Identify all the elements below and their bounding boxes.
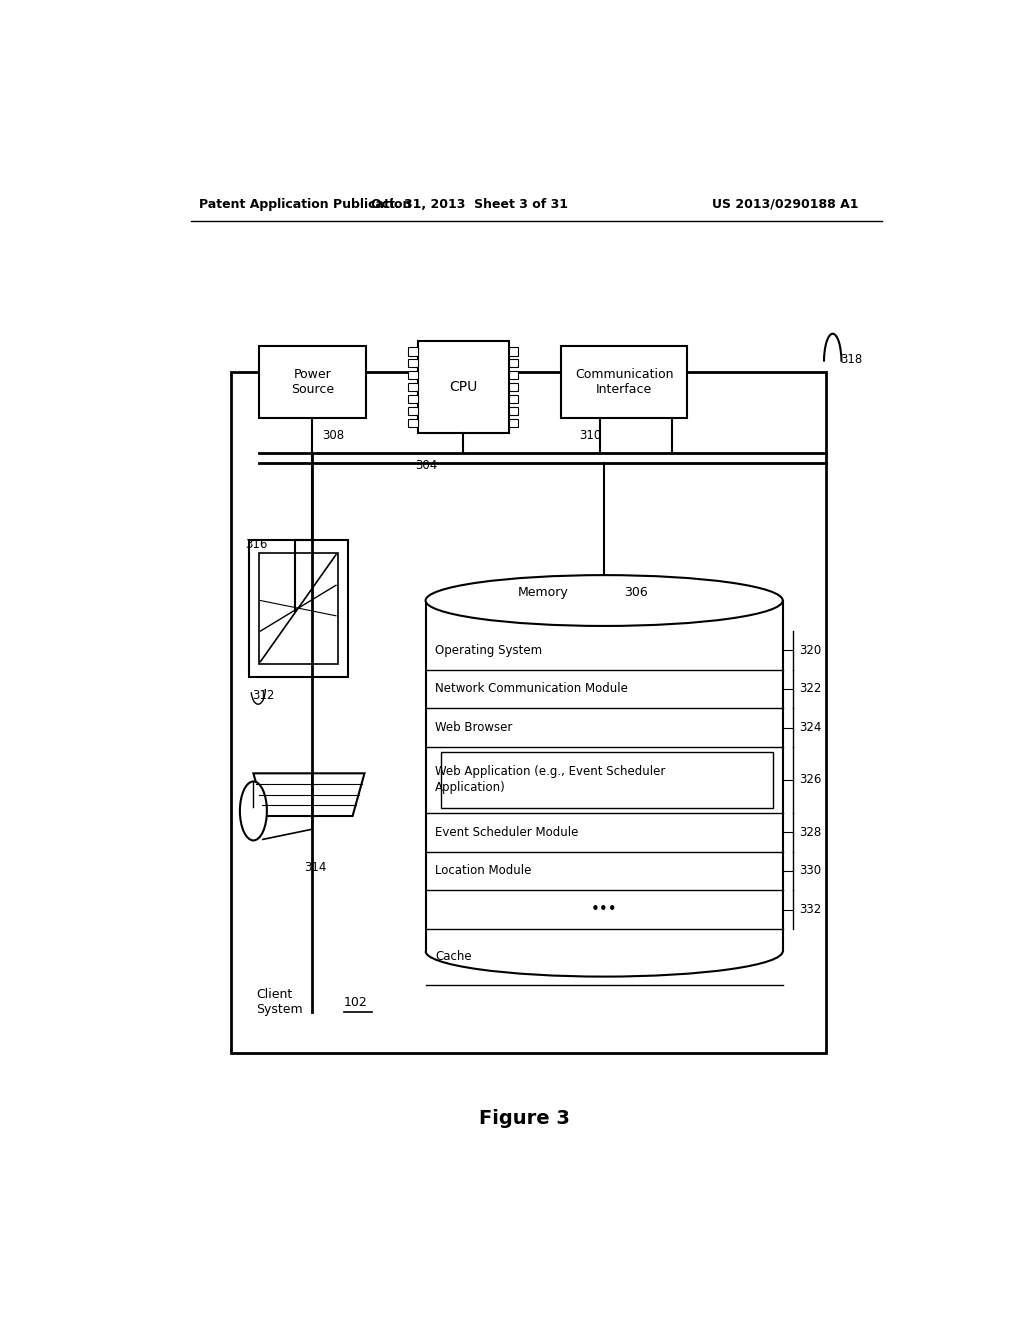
Text: Oct. 31, 2013  Sheet 3 of 31: Oct. 31, 2013 Sheet 3 of 31	[371, 198, 567, 211]
Text: Web Browser: Web Browser	[435, 721, 512, 734]
Bar	[249, 540, 348, 677]
Text: 324: 324	[800, 721, 822, 734]
Text: 312: 312	[253, 689, 275, 701]
Bar	[409, 395, 418, 403]
Text: Client
System: Client System	[257, 987, 303, 1016]
Bar	[259, 346, 367, 417]
Text: Communication
Interface: Communication Interface	[574, 368, 673, 396]
Text: Cache: Cache	[435, 950, 472, 964]
Bar	[409, 407, 418, 414]
Ellipse shape	[240, 781, 267, 841]
Bar	[259, 553, 338, 664]
Bar	[509, 407, 518, 414]
Text: Location Module: Location Module	[435, 865, 531, 878]
Bar	[509, 347, 518, 355]
Bar	[560, 346, 687, 417]
Text: 310: 310	[579, 429, 601, 442]
Bar	[409, 347, 418, 355]
Text: Patent Application Publication: Patent Application Publication	[200, 198, 412, 211]
Bar	[509, 383, 518, 391]
Bar	[409, 383, 418, 391]
Text: 316: 316	[246, 539, 268, 552]
Bar	[509, 395, 518, 403]
Ellipse shape	[426, 576, 782, 626]
Text: Operating System: Operating System	[435, 644, 543, 657]
Bar	[418, 342, 509, 433]
Bar	[509, 359, 518, 367]
Text: Power
Source: Power Source	[291, 368, 334, 396]
Bar	[409, 371, 418, 379]
Text: 318: 318	[841, 354, 863, 366]
Text: 308: 308	[323, 429, 344, 442]
Text: 328: 328	[800, 826, 821, 838]
Text: 332: 332	[800, 903, 821, 916]
Bar	[509, 418, 518, 426]
Text: Network Communication Module: Network Communication Module	[435, 682, 628, 696]
Text: 326: 326	[800, 774, 822, 787]
Bar	[509, 371, 518, 379]
Text: US 2013/0290188 A1: US 2013/0290188 A1	[712, 198, 858, 211]
Text: Figure 3: Figure 3	[479, 1109, 570, 1129]
Text: 304: 304	[416, 459, 437, 471]
Text: Event Scheduler Module: Event Scheduler Module	[435, 826, 579, 838]
Text: 314: 314	[304, 862, 327, 874]
Text: 320: 320	[800, 644, 821, 657]
Bar	[409, 359, 418, 367]
Text: Memory: Memory	[518, 586, 568, 599]
Bar	[441, 752, 773, 808]
Text: 330: 330	[800, 865, 821, 878]
Bar	[231, 372, 826, 1053]
Bar	[409, 418, 418, 426]
Text: 322: 322	[800, 682, 822, 696]
Text: Web Application (e.g., Event Scheduler
Application): Web Application (e.g., Event Scheduler A…	[435, 766, 666, 795]
Text: 306: 306	[624, 586, 648, 599]
Text: CPU: CPU	[450, 380, 477, 395]
Text: 102: 102	[344, 995, 368, 1008]
Text: •••: •••	[591, 902, 617, 917]
